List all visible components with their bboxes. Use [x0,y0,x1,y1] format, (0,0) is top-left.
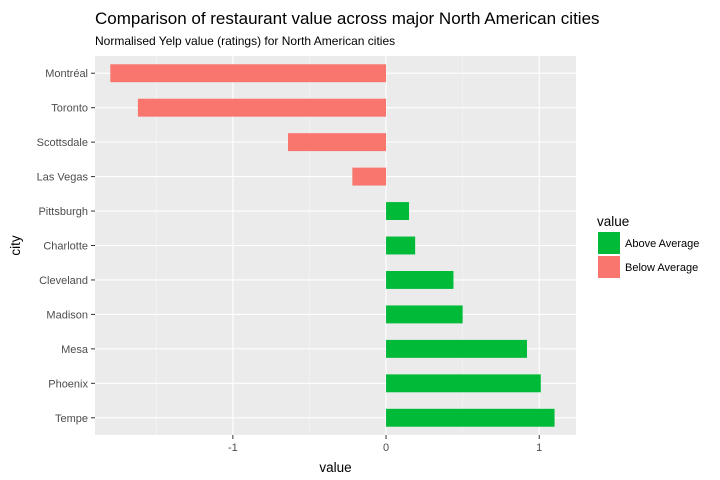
legend-swatch [598,232,620,254]
bar [386,270,454,289]
bars [110,64,555,427]
bar [386,202,410,221]
y-tick-label: Charlotte [43,241,88,253]
x-tick-label: 1 [536,442,542,454]
legend-title: value [597,214,629,229]
bar [386,408,555,427]
y-tick-label: Mesa [61,344,89,356]
legend: value Above Average Below Average [597,214,699,278]
bar [386,339,527,358]
x-axis: -1 0 1 [228,435,542,454]
y-tick-label: Tempe [55,413,88,425]
bar [386,374,541,393]
bar [352,167,387,186]
y-tick-label: Las Vegas [37,172,89,184]
x-tick-label: 0 [383,442,389,454]
legend-label: Above Average [625,238,699,250]
y-tick-label: Cleveland [39,275,88,287]
y-tick-label: Madison [46,309,88,321]
chart-subtitle: Normalised Yelp value (ratings) for Nort… [95,34,395,48]
y-tick-label: Montréal [45,68,88,80]
legend-label: Below Average [625,262,698,274]
bar [386,236,416,255]
bar [386,305,463,324]
x-tick-label: -1 [228,442,238,454]
legend-swatch [598,256,620,278]
y-tick-label: Phoenix [48,378,88,390]
bar [288,133,387,152]
y-tick-label: Scottsdale [37,137,88,149]
chart-title: Comparison of restaurant value across ma… [95,9,600,28]
y-axis-title: city [8,235,23,256]
x-axis-title: value [319,460,351,475]
bar [137,98,387,117]
y-tick-label: Toronto [51,103,88,115]
bar [110,64,387,83]
y-tick-label: Pittsburgh [38,206,88,218]
y-axis: Montréal Toronto Scottsdale Las Vegas Pittsb… [37,68,95,425]
